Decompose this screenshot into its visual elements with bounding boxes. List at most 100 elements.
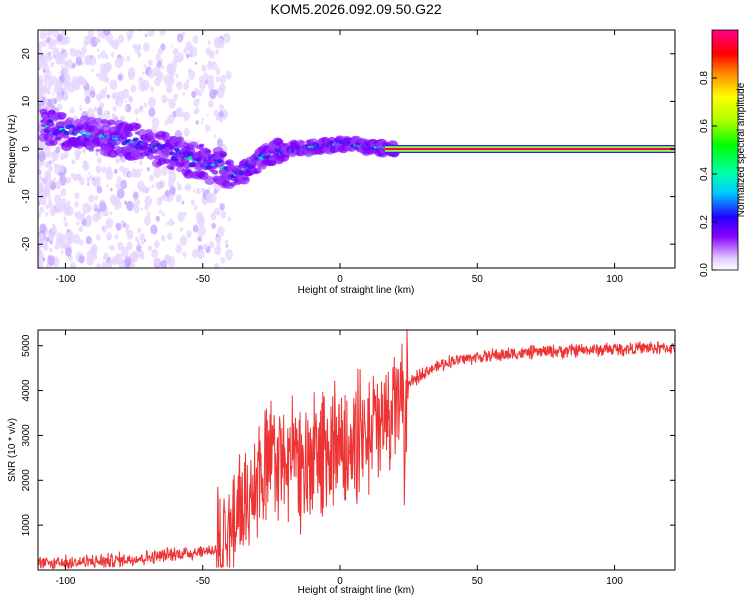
noise-cell xyxy=(83,54,92,66)
ridge-cell xyxy=(59,112,67,118)
noise-cell xyxy=(108,245,111,249)
noise-cell xyxy=(167,63,174,72)
noise-cell xyxy=(132,191,139,200)
snr-ytick-label: 1000 xyxy=(21,514,32,537)
noise-cell xyxy=(60,188,67,197)
noise-cell xyxy=(39,30,47,40)
noise-cell xyxy=(202,243,208,250)
noise-cell xyxy=(159,30,166,36)
noise-cell xyxy=(161,212,165,217)
ridge-cell xyxy=(243,176,250,181)
noise-cell xyxy=(95,72,99,78)
noise-cell xyxy=(190,199,195,206)
noise-cell xyxy=(209,241,215,249)
noise-cell xyxy=(158,196,163,202)
noise-cell xyxy=(155,181,162,191)
noise-cell xyxy=(115,223,122,231)
noise-cell xyxy=(189,46,198,58)
noise-cell xyxy=(95,36,101,44)
noise-cell xyxy=(65,247,72,257)
noise-cell xyxy=(215,67,221,75)
noise-cell xyxy=(154,240,160,249)
noise-cell xyxy=(101,261,107,268)
noise-cell xyxy=(223,32,231,44)
noise-cell xyxy=(125,103,132,113)
ridge-cell-core xyxy=(238,171,245,176)
ridge-cell xyxy=(157,157,167,165)
colorbar-ticks: 0.0 0.2 0.4 0.6 0.8 xyxy=(699,71,717,277)
noise-cell xyxy=(139,233,145,241)
ridge-cell xyxy=(88,147,95,152)
noise-cell xyxy=(104,86,108,91)
noise-cell xyxy=(186,230,192,238)
noise-cell xyxy=(127,70,135,81)
steady-band-core xyxy=(384,148,675,150)
noise-cell xyxy=(124,200,127,205)
noise-cell xyxy=(119,165,125,172)
noise-cell xyxy=(149,174,154,182)
noise-cell xyxy=(95,233,101,241)
noise-cell xyxy=(160,260,168,268)
colorbar-tick-label: 0.6 xyxy=(699,119,710,133)
noise-cell xyxy=(84,35,91,46)
noise-cell xyxy=(38,151,46,162)
noise-cell xyxy=(118,167,122,171)
noise-cell xyxy=(202,89,205,93)
noise-cell xyxy=(175,194,182,203)
noise-cell xyxy=(63,216,67,221)
noise-cell xyxy=(133,205,140,214)
noise-cell xyxy=(133,44,137,49)
spectrogram-ylabel: Frequency (Hz) xyxy=(7,115,18,184)
noise-cell xyxy=(57,237,66,249)
noise-cell xyxy=(39,145,44,151)
noise-cell xyxy=(43,33,47,37)
ridge-cell xyxy=(153,155,161,160)
noise-cell xyxy=(63,205,71,216)
noise-cell xyxy=(103,110,111,120)
noise-cell xyxy=(110,244,115,252)
noise-cell xyxy=(168,218,174,227)
noise-cell xyxy=(177,183,183,191)
ridge-cell xyxy=(188,141,199,149)
noise-cell xyxy=(211,61,218,71)
ridge-cell-core xyxy=(47,119,54,124)
noise-cell xyxy=(225,244,229,248)
spectrogram-xlabel: Height of straight line (km) xyxy=(298,285,415,296)
noise-cell xyxy=(38,141,41,148)
noise-cell xyxy=(78,177,85,186)
ridge-cell xyxy=(48,122,55,127)
noise-cell xyxy=(95,165,102,174)
noise-cell xyxy=(99,88,107,99)
noise-cell xyxy=(48,198,53,204)
noise-cell xyxy=(215,48,220,55)
noise-cell xyxy=(219,203,225,211)
noise-cell xyxy=(99,201,107,212)
noise-cell xyxy=(171,44,174,48)
noise-cell xyxy=(179,235,188,246)
noise-cell xyxy=(43,184,51,195)
noise-cell xyxy=(218,110,224,118)
noise-cell xyxy=(87,204,92,212)
noise-cell xyxy=(171,177,175,183)
noise-cell xyxy=(75,56,83,66)
colorbar-gradient xyxy=(711,29,739,271)
noise-cell xyxy=(42,242,49,252)
noise-cell xyxy=(85,214,93,224)
noise-cell xyxy=(82,148,86,154)
noise-cell xyxy=(117,73,123,81)
noise-cell xyxy=(183,111,190,122)
noise-cell xyxy=(216,241,221,247)
noise-cell xyxy=(103,30,111,36)
ridge-cell xyxy=(204,176,216,185)
noise-cell xyxy=(148,107,156,118)
noise-cell xyxy=(38,252,43,261)
noise-cell xyxy=(42,68,46,73)
snr-frame xyxy=(37,329,676,571)
noise-cell xyxy=(165,221,168,226)
snr-ticks: -100 -50 0 50 100 1000 2000 3000 4000 5000 xyxy=(21,330,675,587)
noise-cell xyxy=(198,75,204,83)
noise-cell xyxy=(143,102,148,108)
noise-cell xyxy=(47,164,53,172)
